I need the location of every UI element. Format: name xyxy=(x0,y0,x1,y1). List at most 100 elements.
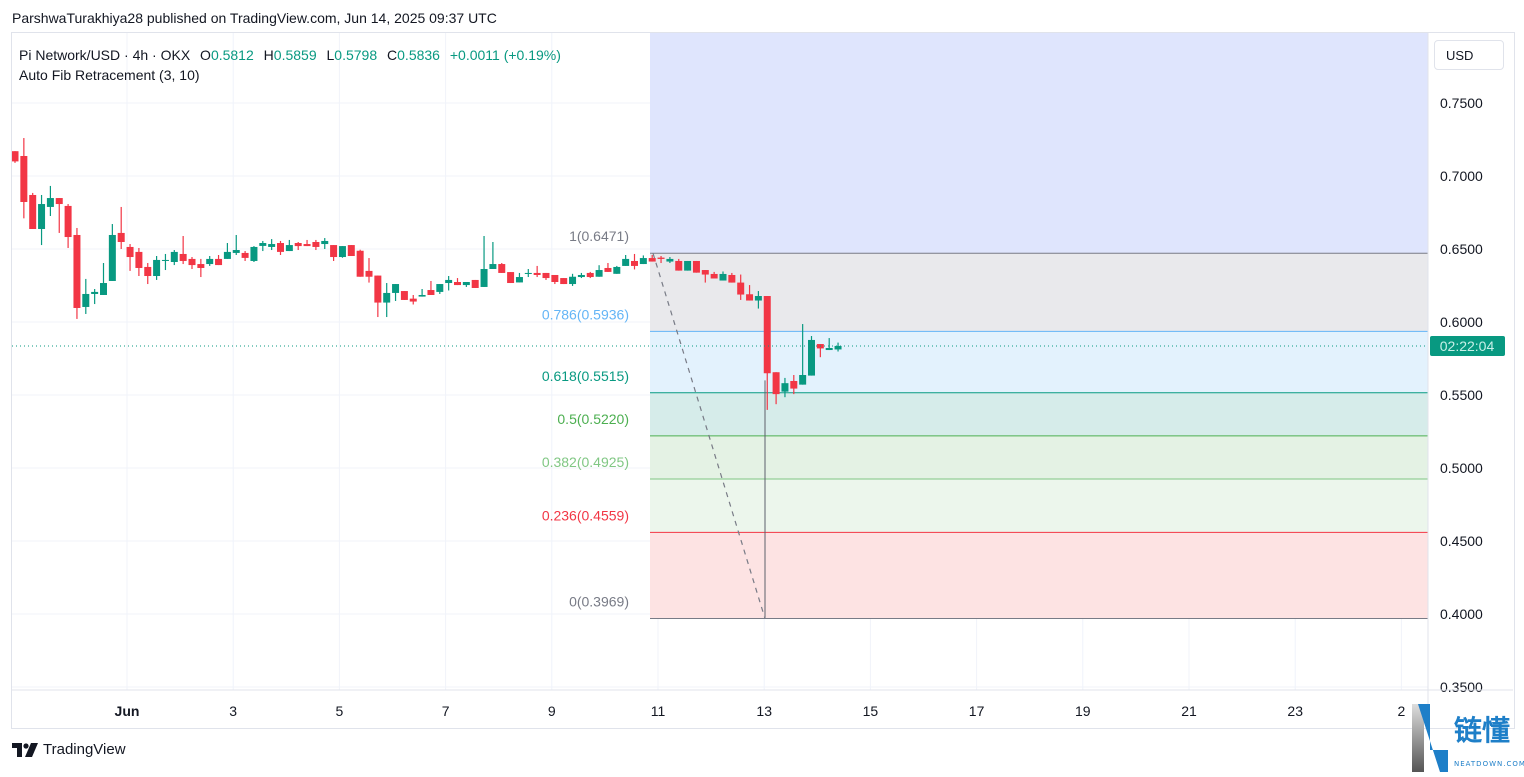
indicator-label[interactable]: Auto Fib Retracement (3, 10) xyxy=(19,67,200,83)
candle xyxy=(64,204,72,248)
candle xyxy=(206,256,214,266)
candle-body xyxy=(20,155,28,202)
candle xyxy=(215,254,223,266)
candle-body xyxy=(790,380,798,389)
fib-label-0.382: 0.382(0.4925) xyxy=(542,454,629,470)
candle xyxy=(108,224,116,281)
candle-body xyxy=(232,250,240,253)
candle-body xyxy=(46,198,54,207)
candle-body xyxy=(409,298,417,302)
candle-body xyxy=(604,267,612,272)
candle-body xyxy=(108,234,116,281)
candle-body xyxy=(347,245,355,257)
symbol-title[interactable]: Pi Network/USD · 4h · OKX xyxy=(19,47,191,63)
candle xyxy=(489,241,497,270)
currency-button[interactable]: USD xyxy=(1434,40,1504,70)
candle-body xyxy=(215,258,223,266)
time-tick-label: 11 xyxy=(651,703,666,719)
candle xyxy=(330,245,338,261)
candle xyxy=(170,250,178,266)
candle xyxy=(117,206,125,249)
candle-body xyxy=(507,272,515,284)
candle-body xyxy=(392,284,400,293)
candle-body xyxy=(12,151,19,162)
candle-body xyxy=(64,205,72,238)
candle-body xyxy=(427,290,435,295)
watermark-logo: 链懂 NEATDOWN.COM xyxy=(1410,702,1524,772)
candle xyxy=(436,284,444,294)
candle xyxy=(542,272,550,280)
change-value: +0.0011 (+0.19%) xyxy=(449,47,561,63)
time-tick-label: Jun xyxy=(115,703,140,719)
candle xyxy=(73,227,81,319)
plot-pane: 1(0.6471) 0.786(0.5936) 0.618(0.5515) 0.5(0… xyxy=(12,33,1428,690)
candle xyxy=(577,272,585,279)
candle-body xyxy=(241,252,249,258)
candle-body xyxy=(383,292,391,303)
candle xyxy=(188,257,196,270)
candle-body xyxy=(73,234,81,308)
candle xyxy=(126,244,134,271)
candle xyxy=(29,192,37,229)
fib-zone-0.382 xyxy=(650,478,1428,533)
fib-label-0.236: 0.236(0.4559) xyxy=(542,507,629,523)
candle xyxy=(38,194,46,246)
candle xyxy=(613,265,621,274)
candle xyxy=(294,241,302,251)
candle-body xyxy=(595,270,603,277)
candle xyxy=(409,294,417,305)
candle-body xyxy=(321,240,329,245)
time-tick-label: 21 xyxy=(1181,703,1197,719)
candle xyxy=(622,254,630,266)
candle-body xyxy=(763,296,771,374)
candle-body xyxy=(285,245,293,252)
candle-body xyxy=(135,251,143,268)
candle xyxy=(639,255,647,265)
time-tick-label: 19 xyxy=(1075,703,1091,719)
fib-zone-above xyxy=(650,33,1428,254)
candle xyxy=(560,278,568,285)
footer-brand[interactable]: TradingView xyxy=(12,741,126,758)
candle xyxy=(524,269,532,278)
candle xyxy=(374,275,382,318)
time-tick-label: 2 xyxy=(1398,703,1406,719)
candle xyxy=(746,285,754,301)
candle xyxy=(392,284,400,301)
candle-body xyxy=(38,204,46,229)
candle xyxy=(737,274,745,300)
candle xyxy=(675,258,683,271)
countdown-badge xyxy=(1430,335,1505,356)
candle xyxy=(719,271,727,281)
low-label: L xyxy=(326,47,335,63)
footer-brand-label: TradingView xyxy=(43,741,126,758)
candle xyxy=(710,271,718,279)
candle-body xyxy=(737,282,745,295)
candle xyxy=(418,289,426,297)
candle-body xyxy=(153,259,161,277)
candle xyxy=(772,372,780,405)
fib-label-0: 0(0.3969) xyxy=(569,594,629,610)
candle-body xyxy=(303,244,311,247)
candle xyxy=(790,374,798,395)
candle xyxy=(666,257,674,264)
candle xyxy=(55,198,63,233)
time-tick-label: 5 xyxy=(336,703,344,719)
candle xyxy=(728,272,736,283)
fib-zone-0.236 xyxy=(650,532,1428,619)
candle xyxy=(533,265,541,278)
candle xyxy=(223,243,231,259)
fib-zone-0.786 xyxy=(650,331,1428,393)
time-tick-label: 23 xyxy=(1287,703,1303,719)
candle xyxy=(20,138,28,219)
price-tick-label: 0.5000 xyxy=(1440,460,1483,476)
candle xyxy=(250,246,258,262)
price-tick-label: 0.6000 xyxy=(1440,314,1483,330)
candle xyxy=(825,338,833,351)
candle-body xyxy=(100,283,107,295)
candle xyxy=(551,274,559,285)
price-tick-label: 0.7000 xyxy=(1440,168,1483,184)
close-value: 0.5836 xyxy=(397,47,440,63)
candle-body xyxy=(692,260,700,273)
candle-body xyxy=(684,260,692,271)
